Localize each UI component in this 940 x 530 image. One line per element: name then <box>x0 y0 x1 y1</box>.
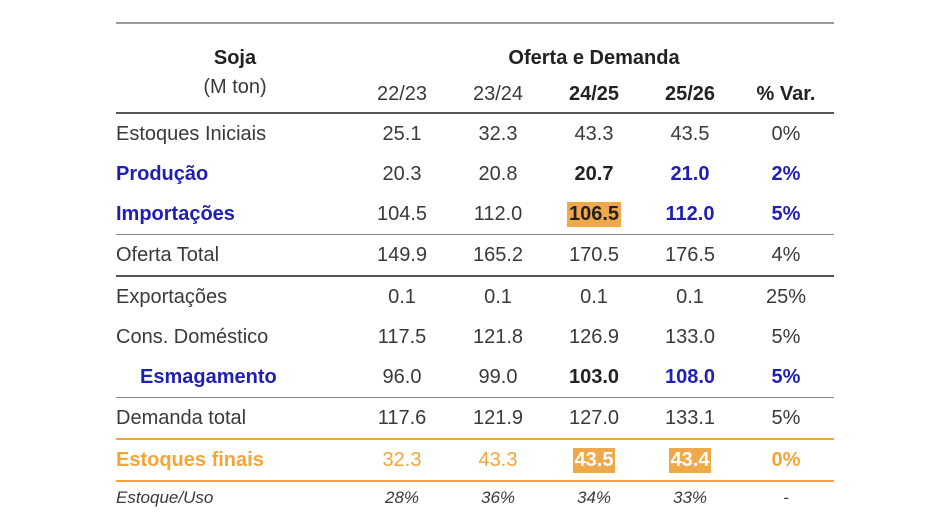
row-label: Estoques Iniciais <box>116 122 267 145</box>
table-title: Soja <box>213 47 257 69</box>
row-label: Demanda total <box>116 397 354 440</box>
column-header-5: % Var. <box>738 76 834 114</box>
table-cell: 121.8 <box>472 325 524 348</box>
table-cell: 117.5 <box>377 325 427 348</box>
header-row-2: (M ton) 22/23 23/24 24/25 25/26 % Var. <box>116 76 834 114</box>
table-cell-highlighted: 43.5 <box>546 439 642 482</box>
table-cell: 34% <box>576 488 612 507</box>
table-row: Estoques Iniciais 25.1 32.3 43.3 43.5 0% <box>116 113 834 154</box>
row-label: Esmagamento <box>116 357 354 398</box>
table-cell: 5% <box>738 397 834 440</box>
column-header-3: 24/25 <box>546 76 642 114</box>
table-cell: 2% <box>771 162 801 185</box>
table-cell: 25.1 <box>382 122 422 145</box>
table-cell: 103.0 <box>546 357 642 398</box>
table-cell: 4% <box>738 234 834 277</box>
table-row: Oferta Total 149.9 165.2 170.5 176.5 4% <box>116 234 834 277</box>
table-row: Estoque/Uso 28% 36% 34% 33% - <box>116 481 834 514</box>
table-cell: 108.0 <box>642 357 738 398</box>
table-cell: 20.3 <box>382 162 422 185</box>
table-cell: 126.9 <box>568 325 620 348</box>
table-cell: 20.8 <box>478 162 518 185</box>
table-cell: 36% <box>480 488 516 507</box>
column-header-4: 25/26 <box>642 76 738 114</box>
table-cell: 117.6 <box>354 397 450 440</box>
table-row: Importações 104.5 112.0 106.5 112.0 5% <box>116 194 834 235</box>
table-cell: 5% <box>771 325 801 348</box>
table-cell: 25% <box>765 285 807 308</box>
row-label: Estoque/Uso <box>116 488 214 507</box>
highlighted-value: 106.5 <box>566 201 622 227</box>
row-label: Exportações <box>116 285 228 308</box>
table-row: Estoques finais 32.3 43.3 43.5 43.4 0% <box>116 439 834 482</box>
supply-demand-table-container: Soja Oferta e Demanda (M ton) 22/23 23/2… <box>116 22 834 514</box>
table-cell: 43.5 <box>670 122 710 145</box>
table-cell: 0.1 <box>388 285 416 308</box>
table-cell: 149.9 <box>354 234 450 277</box>
table-cell: 96.0 <box>354 357 450 398</box>
table-cell: 0% <box>771 122 801 145</box>
column-header-2: 23/24 <box>450 76 546 114</box>
table-cell: 5% <box>738 194 834 235</box>
table-row: Esmagamento 96.0 99.0 103.0 108.0 5% <box>116 357 834 398</box>
table-cell: 121.9 <box>450 397 546 440</box>
table-cell: 165.2 <box>450 234 546 277</box>
table-cell: 133.1 <box>642 397 738 440</box>
table-cell: 21.0 <box>670 162 710 185</box>
column-header-1: 22/23 <box>354 76 450 114</box>
table-cell: 32.3 <box>354 439 450 482</box>
table-cell: 32.3 <box>478 122 518 145</box>
table-cell: 33% <box>672 488 708 507</box>
table-cell: - <box>783 488 789 507</box>
table-cell: 170.5 <box>546 234 642 277</box>
row-label: Importações <box>116 194 354 235</box>
unit-label: (M ton) <box>116 76 354 114</box>
table-row: Cons. Doméstico 117.5 121.8 126.9 133.0 … <box>116 317 834 357</box>
table-cell-highlighted: 106.5 <box>546 194 642 235</box>
table-cell: 112.0 <box>642 194 738 235</box>
table-cell: 43.3 <box>450 439 546 482</box>
highlighted-value: 43.4 <box>668 447 712 473</box>
table-cell: 99.0 <box>450 357 546 398</box>
highlighted-value: 43.5 <box>572 447 616 473</box>
table-cell: 20.7 <box>574 162 614 185</box>
table-cell: 28% <box>384 488 420 507</box>
table-row: Demanda total 117.6 121.9 127.0 133.1 5% <box>116 397 834 440</box>
row-label: Produção <box>116 162 209 185</box>
row-label: Oferta Total <box>116 234 354 277</box>
table-cell: 0% <box>738 439 834 482</box>
table-cell: 104.5 <box>354 194 450 235</box>
row-label: Cons. Doméstico <box>116 325 269 348</box>
table-cell: 112.0 <box>450 194 546 235</box>
table-cell-highlighted: 43.4 <box>642 439 738 482</box>
table-cell: 0.1 <box>580 285 608 308</box>
header-row-1: Soja Oferta e Demanda <box>116 24 834 76</box>
table-cell: 43.3 <box>574 122 614 145</box>
table-cell: 0.1 <box>484 285 512 308</box>
column-group-title: Oferta e Demanda <box>508 47 680 69</box>
table-cell: 133.0 <box>664 325 716 348</box>
supply-demand-table: Soja Oferta e Demanda (M ton) 22/23 23/2… <box>116 22 834 514</box>
table-cell: 176.5 <box>642 234 738 277</box>
table-cell: 5% <box>738 357 834 398</box>
table-row: Produção 20.3 20.8 20.7 21.0 2% <box>116 154 834 194</box>
table-row: Exportações 0.1 0.1 0.1 0.1 25% <box>116 276 834 317</box>
table-cell: 127.0 <box>546 397 642 440</box>
table-cell: 0.1 <box>676 285 704 308</box>
row-label: Estoques finais <box>116 439 354 482</box>
